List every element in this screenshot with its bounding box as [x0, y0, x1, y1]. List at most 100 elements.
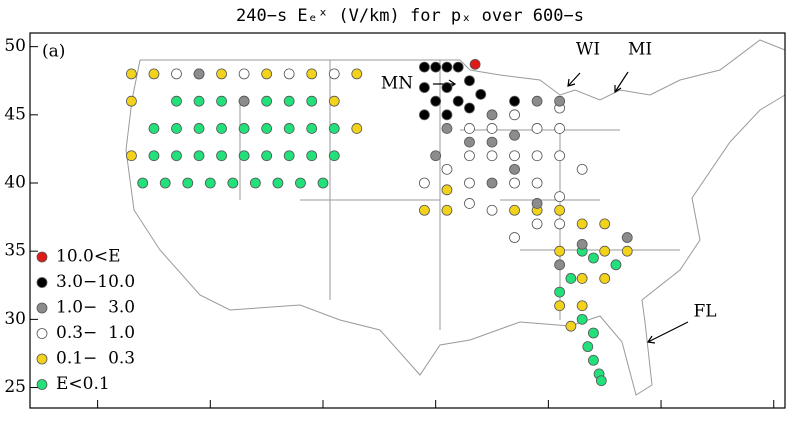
station-dot	[531, 177, 543, 189]
station-dot	[576, 163, 588, 175]
station-dot	[464, 102, 475, 114]
station-dot	[452, 95, 464, 107]
station-dot	[469, 58, 481, 70]
legend-marker	[36, 379, 48, 390]
station-dot	[328, 95, 340, 107]
chart-title: 240−s Eₑˣ (V/km) for pₓ over 600−s	[236, 6, 584, 26]
station-dot	[159, 177, 171, 189]
station-dot	[419, 61, 430, 73]
station-dot	[295, 177, 306, 189]
station-dot	[509, 232, 520, 243]
station-dot	[238, 123, 250, 134]
legend-marker	[36, 328, 48, 339]
station-dot	[486, 136, 498, 148]
station-dot	[419, 109, 430, 121]
station-dot	[419, 82, 430, 93]
station-dot	[531, 150, 543, 162]
station-dot	[283, 123, 295, 134]
station-dot	[599, 218, 611, 230]
station-dot	[306, 68, 318, 80]
station-dot	[486, 177, 498, 189]
station-dot	[126, 95, 137, 107]
station-dot	[171, 123, 182, 134]
station-dot	[430, 95, 442, 107]
station-dot	[441, 163, 453, 175]
station-dot	[261, 68, 273, 80]
station-dot	[171, 68, 182, 80]
station-dot	[441, 123, 453, 134]
station-dot	[419, 204, 430, 216]
station-dot	[464, 123, 475, 134]
station-dot	[599, 273, 611, 284]
station-dot	[441, 109, 453, 121]
station-dot	[419, 177, 430, 189]
station-dot	[486, 204, 498, 216]
station-dot	[464, 75, 475, 87]
station-dot	[441, 184, 453, 196]
station-dot	[238, 68, 250, 80]
station-dot	[148, 150, 160, 162]
station-dot	[238, 95, 250, 107]
station-dot	[328, 68, 340, 80]
station-dot	[486, 109, 498, 121]
station-dot	[554, 218, 566, 230]
station-dot	[509, 129, 520, 141]
station-dot	[509, 163, 520, 175]
y-tick-label: 25	[4, 377, 26, 397]
station-dot	[554, 286, 566, 298]
station-dot	[171, 150, 182, 162]
station-dot	[509, 150, 520, 162]
station-dot	[351, 68, 363, 80]
station-dot	[216, 123, 227, 134]
station-dot	[137, 177, 149, 189]
station-dot	[464, 150, 475, 162]
station-dot	[306, 95, 318, 107]
station-dot	[216, 68, 227, 80]
station-dot	[306, 123, 318, 134]
station-dot	[531, 123, 543, 134]
station-dot	[565, 273, 577, 284]
station-dot	[509, 109, 520, 121]
station-dot	[249, 177, 261, 189]
station-dot	[621, 245, 633, 257]
station-dot	[554, 204, 566, 216]
station-dot	[588, 354, 599, 366]
station-dot	[328, 123, 340, 134]
station-dot	[238, 150, 250, 162]
station-dot	[193, 68, 205, 80]
y-tick-label: 40	[4, 173, 26, 193]
annotation: MI	[628, 40, 652, 60]
y-tick-label: 35	[4, 241, 26, 261]
station-dot	[531, 198, 543, 209]
panel-label: (a)	[42, 42, 65, 62]
station-dot	[464, 198, 475, 209]
station-dot	[261, 123, 273, 134]
station-dot	[554, 150, 566, 162]
station-dot	[486, 123, 498, 134]
legend-label: E<0.1	[56, 374, 110, 394]
station-dot	[576, 238, 588, 250]
station-dot	[576, 218, 588, 230]
legend-marker	[36, 302, 48, 314]
station-dot	[441, 204, 453, 216]
station-dot	[554, 259, 566, 271]
arrows	[433, 71, 689, 344]
legend-label: 0.1− 0.3	[56, 349, 135, 369]
station-dot	[452, 61, 464, 73]
station-dot	[261, 150, 273, 162]
station-dot	[148, 123, 160, 134]
station-dot	[430, 61, 442, 73]
station-dot	[576, 300, 588, 312]
station-dot	[261, 95, 273, 107]
station-dot	[351, 123, 363, 134]
station-dot	[531, 218, 543, 230]
annotation: WI	[576, 40, 600, 60]
station-dot	[193, 95, 205, 107]
station-dot	[216, 150, 227, 162]
station-dot	[306, 150, 318, 162]
station-dot	[554, 191, 566, 203]
station-dot	[554, 300, 566, 312]
station-dot	[283, 150, 295, 162]
station-dot	[317, 177, 329, 189]
